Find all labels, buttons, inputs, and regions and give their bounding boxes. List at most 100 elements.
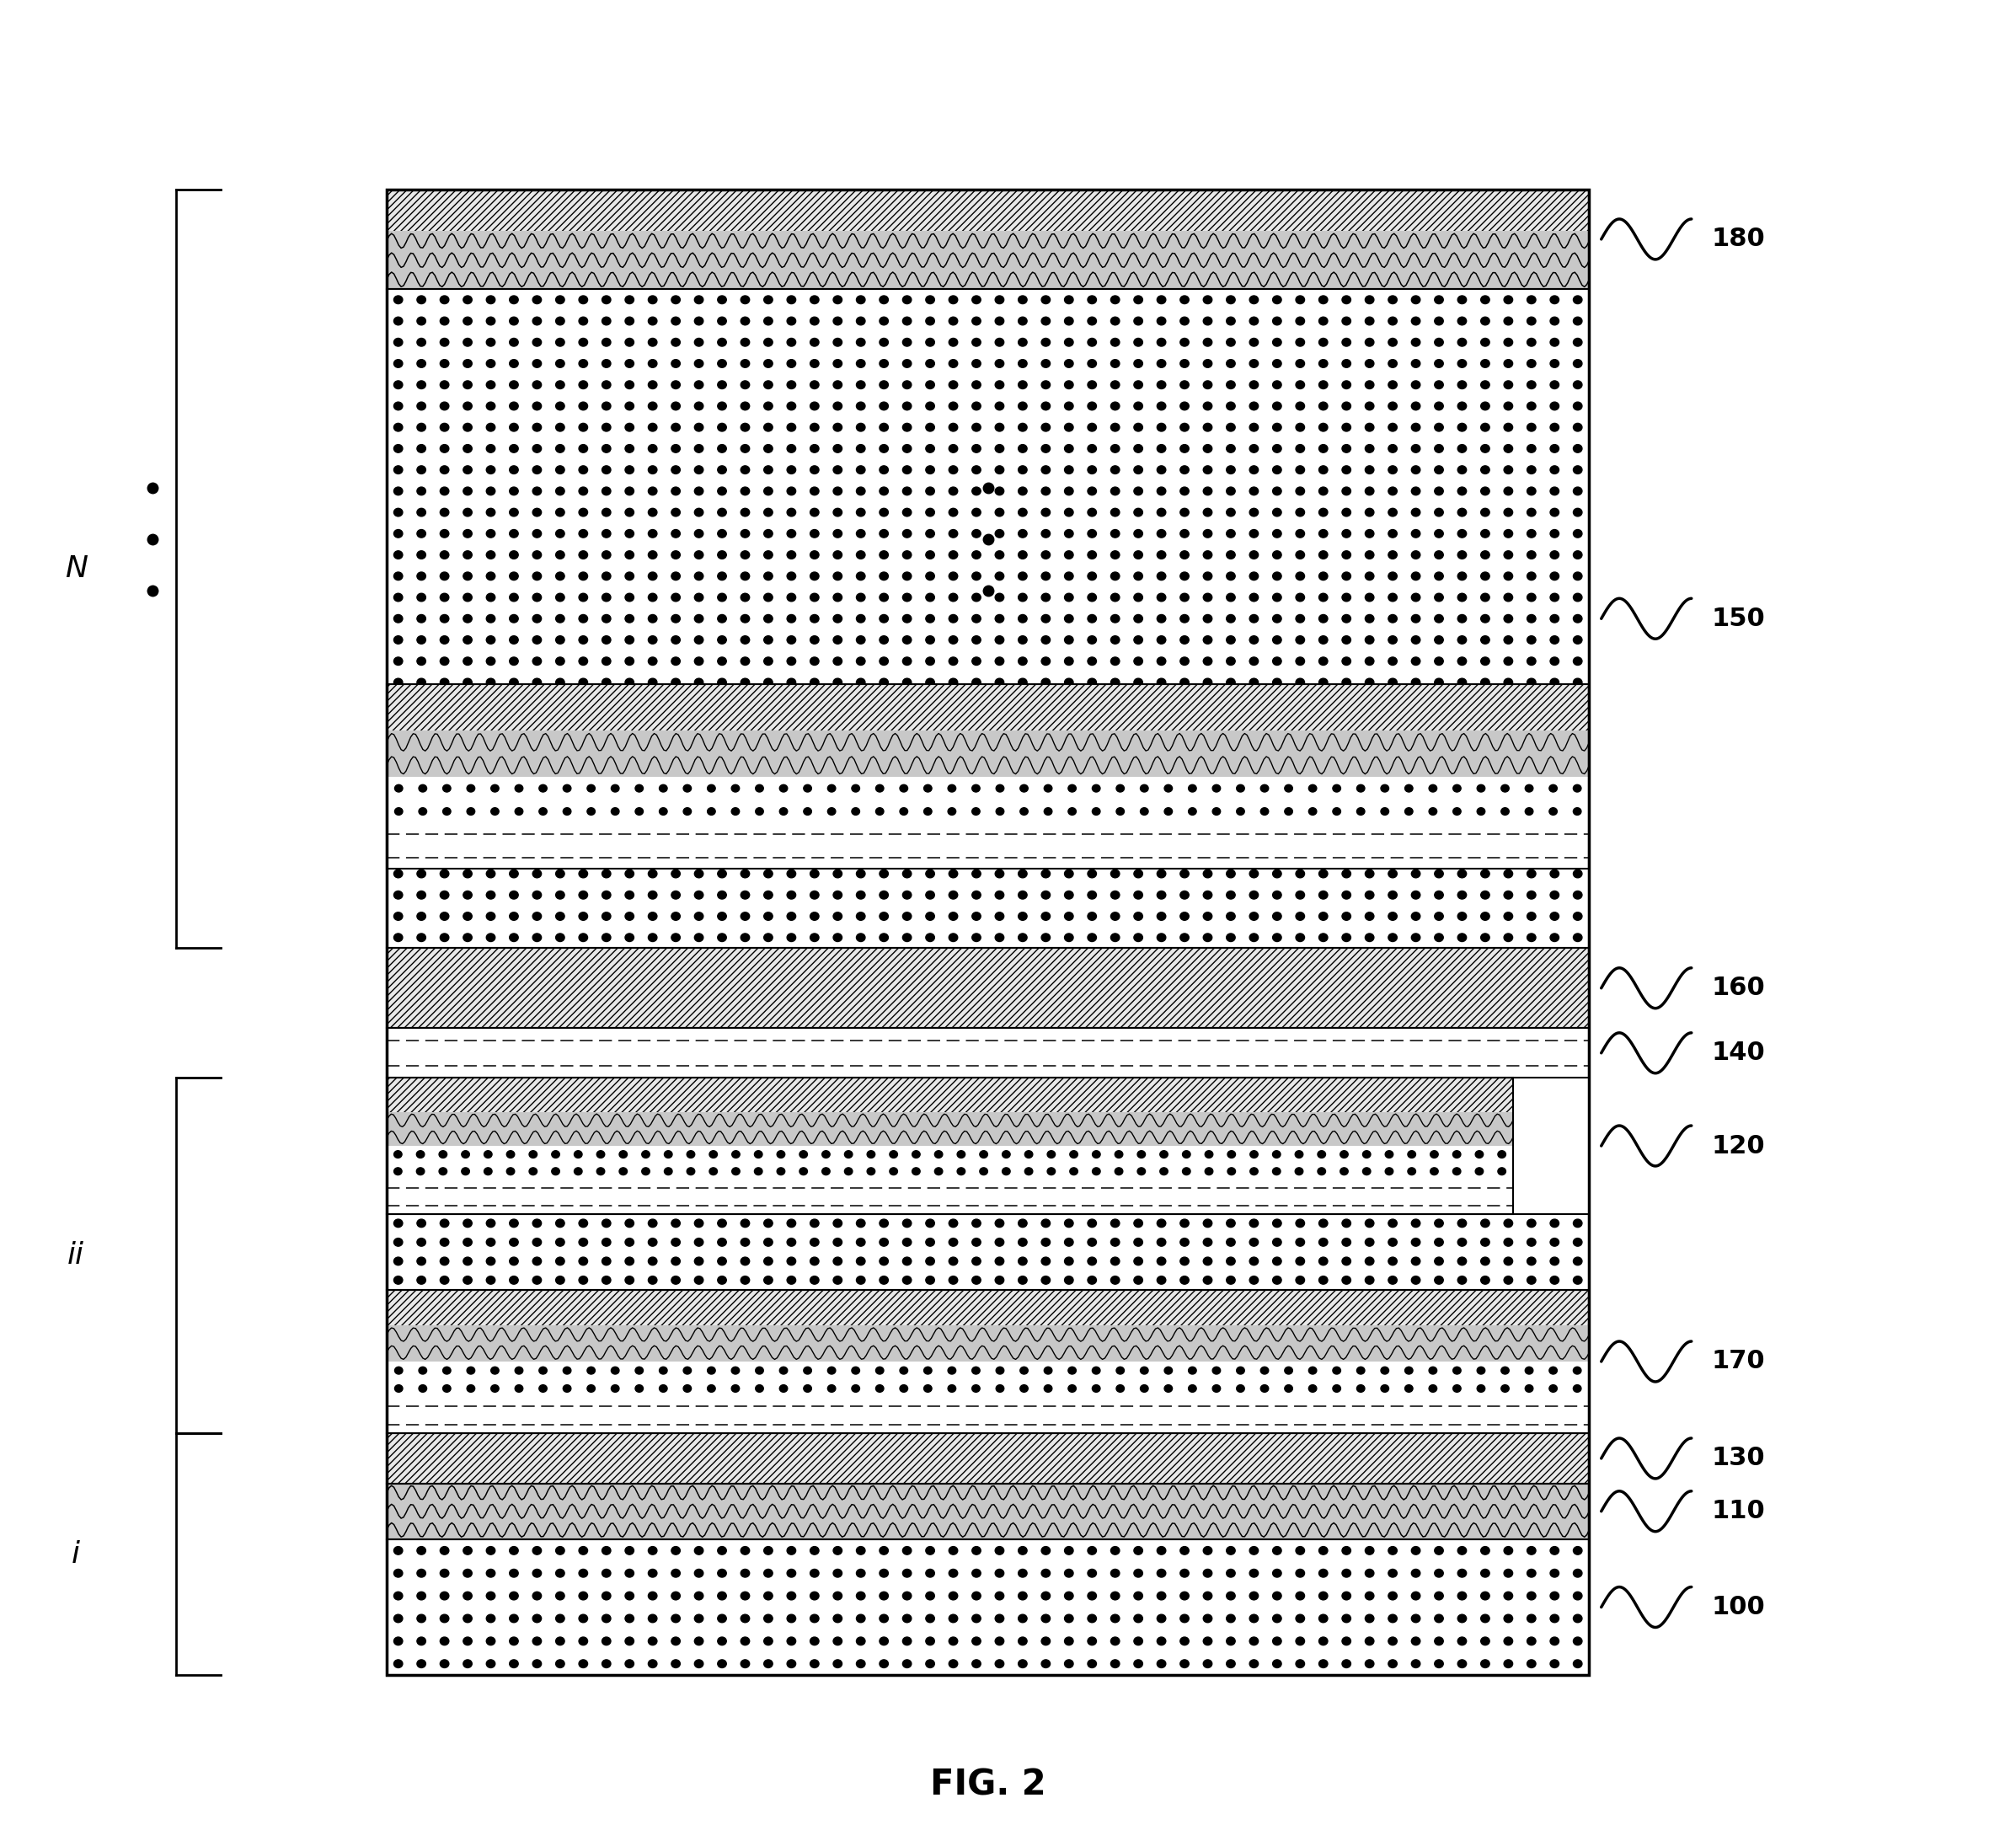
Circle shape — [1064, 807, 1073, 814]
Circle shape — [1111, 1218, 1119, 1228]
Circle shape — [579, 677, 587, 687]
Circle shape — [879, 722, 889, 729]
Circle shape — [1389, 572, 1397, 580]
Circle shape — [393, 380, 403, 390]
Circle shape — [851, 1366, 859, 1373]
Bar — [387, 190, 1589, 290]
Circle shape — [1064, 423, 1073, 432]
Circle shape — [1318, 934, 1329, 941]
Circle shape — [810, 700, 818, 707]
Circle shape — [1389, 295, 1397, 305]
Circle shape — [1064, 700, 1073, 707]
Circle shape — [393, 934, 403, 941]
Circle shape — [1504, 1637, 1512, 1645]
Circle shape — [393, 657, 403, 665]
Circle shape — [1042, 295, 1050, 305]
Circle shape — [1498, 1150, 1506, 1157]
Circle shape — [417, 550, 425, 559]
Circle shape — [603, 1615, 611, 1623]
Circle shape — [1343, 1547, 1351, 1554]
Circle shape — [1343, 465, 1351, 474]
Circle shape — [996, 318, 1004, 325]
Circle shape — [1133, 593, 1143, 602]
Circle shape — [1111, 380, 1119, 390]
Circle shape — [439, 445, 450, 452]
Circle shape — [625, 635, 633, 644]
Circle shape — [1411, 1257, 1419, 1265]
Circle shape — [1226, 445, 1236, 452]
Circle shape — [417, 1615, 425, 1623]
Circle shape — [1296, 360, 1304, 367]
Circle shape — [486, 318, 496, 325]
Circle shape — [786, 550, 796, 559]
Circle shape — [1411, 423, 1419, 432]
Circle shape — [718, 487, 726, 495]
Circle shape — [1087, 593, 1097, 602]
Circle shape — [671, 1257, 679, 1265]
Circle shape — [786, 572, 796, 580]
Circle shape — [603, 615, 611, 622]
Circle shape — [786, 1660, 796, 1667]
Circle shape — [649, 338, 657, 347]
Circle shape — [1157, 380, 1165, 390]
Circle shape — [996, 809, 1004, 816]
Circle shape — [1018, 1257, 1026, 1265]
Circle shape — [1157, 423, 1165, 432]
Circle shape — [1526, 1366, 1532, 1373]
Circle shape — [1064, 1276, 1073, 1285]
Circle shape — [903, 360, 911, 367]
Circle shape — [625, 445, 633, 452]
Circle shape — [1204, 849, 1212, 857]
Circle shape — [1111, 593, 1119, 602]
Circle shape — [1343, 445, 1351, 452]
Circle shape — [1064, 402, 1073, 410]
Circle shape — [833, 785, 843, 792]
Circle shape — [1179, 807, 1189, 814]
Circle shape — [925, 785, 935, 792]
Circle shape — [1179, 869, 1189, 879]
Circle shape — [972, 1218, 982, 1228]
Circle shape — [468, 785, 476, 792]
Circle shape — [694, 1615, 704, 1623]
Circle shape — [1111, 869, 1119, 879]
Circle shape — [486, 722, 496, 729]
Circle shape — [1482, 912, 1490, 921]
Circle shape — [1389, 700, 1397, 707]
Circle shape — [510, 1239, 518, 1246]
Circle shape — [972, 295, 982, 305]
Circle shape — [625, 722, 633, 729]
Circle shape — [1365, 1239, 1375, 1246]
Circle shape — [786, 1547, 796, 1554]
Circle shape — [439, 764, 450, 772]
Circle shape — [845, 1169, 853, 1176]
Circle shape — [879, 1218, 889, 1228]
Circle shape — [1296, 1276, 1304, 1285]
Circle shape — [1296, 1591, 1304, 1600]
Circle shape — [879, 849, 889, 857]
Circle shape — [740, 465, 750, 474]
Circle shape — [972, 785, 980, 792]
Circle shape — [972, 402, 982, 410]
Circle shape — [972, 807, 982, 814]
Circle shape — [417, 934, 425, 941]
Circle shape — [718, 295, 726, 305]
Circle shape — [439, 677, 450, 687]
Circle shape — [649, 318, 657, 325]
Circle shape — [1458, 1218, 1466, 1228]
Circle shape — [439, 722, 450, 729]
Circle shape — [417, 764, 425, 772]
Circle shape — [1318, 657, 1329, 665]
Circle shape — [1042, 912, 1050, 921]
Circle shape — [857, 764, 865, 772]
Circle shape — [810, 465, 818, 474]
Circle shape — [1157, 295, 1165, 305]
Circle shape — [903, 465, 911, 474]
Circle shape — [625, 572, 633, 580]
Circle shape — [718, 593, 726, 602]
Circle shape — [1296, 295, 1304, 305]
Circle shape — [1087, 1257, 1097, 1265]
Circle shape — [1093, 1150, 1101, 1157]
Circle shape — [833, 360, 843, 367]
Circle shape — [1226, 807, 1236, 814]
Circle shape — [1435, 572, 1443, 580]
